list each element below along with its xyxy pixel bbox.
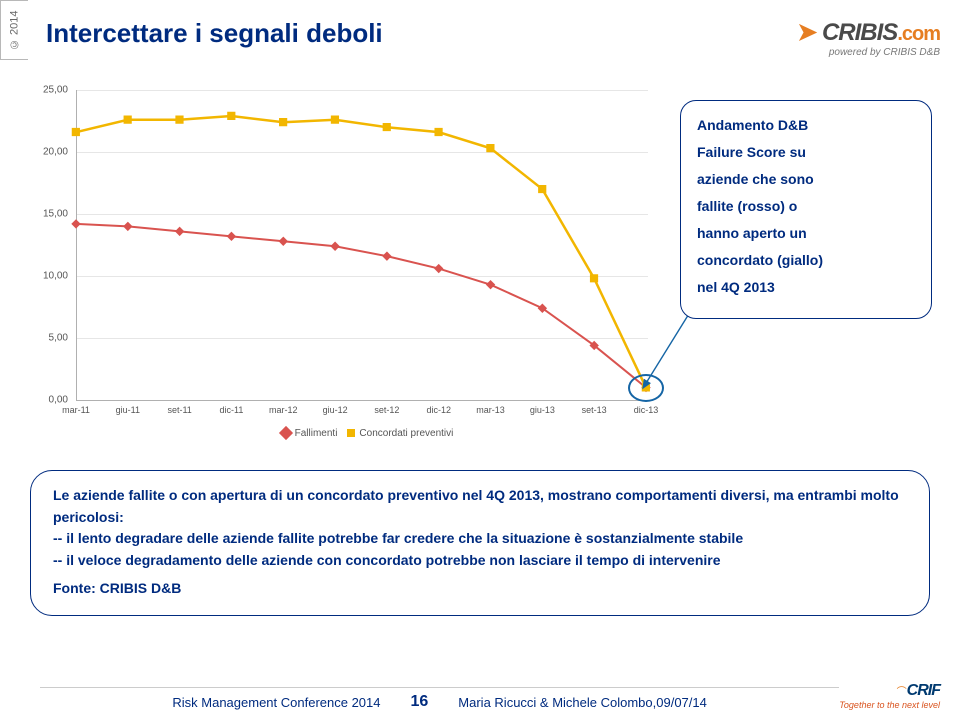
x-tick-label: dic-13 [634,405,659,415]
series-marker [331,242,339,250]
y-tick-label: 0,00 [34,395,68,406]
page-number: 16 [405,692,435,712]
x-tick-label: mar-12 [269,405,298,415]
series-marker [124,222,132,230]
copyright-tab: © 2014 [0,0,28,60]
series-marker [72,128,79,135]
legend-swatch-icon [347,429,355,437]
analysis-source: Fonte: CRIBIS D&B [53,578,907,600]
analysis-p3: -- il veloce degradamento delle aziende … [53,550,907,572]
series-marker [383,123,390,130]
swoosh-icon: ➤ [797,19,816,46]
series-marker [487,145,494,152]
x-tick-label: giu-11 [116,405,140,415]
series-marker [228,112,235,119]
analysis-p2: -- il lento degradare delle aziende fall… [53,528,907,550]
series-line-fallimenti [76,224,646,388]
footer: Risk Management Conference 2014 16 Maria… [40,681,940,712]
y-tick-label: 15,00 [34,209,68,220]
header: Intercettare i segnali deboli ➤ CRIBIS.c… [46,18,940,58]
series-marker [435,265,443,273]
series-marker [176,227,184,235]
x-tick-label: giu-13 [530,405,555,415]
analysis-p1: Le aziende fallite o con apertura di un … [53,485,907,528]
callout-box: Andamento D&B Failure Score su aziende che… [680,100,932,319]
x-tick-label: dic-12 [426,405,451,415]
brand-logo: ➤ CRIBIS.com powered by CRIBIS D&B [797,18,940,58]
callout-line: hanno aperto un [697,223,915,244]
legend-label: Concordati preventivi [359,428,453,439]
x-tick-label: dic-11 [220,405,244,415]
y-tick-label: 5,00 [34,333,68,344]
footer-tagline: Together to the next level [839,700,940,710]
brand-name-b: .com [897,23,940,45]
chart-legend: Fallimenti Concordati preventivi [76,428,648,439]
callout-line: Failure Score su [697,142,915,163]
series-marker [487,281,495,289]
callout-line: nel 4Q 2013 [697,277,915,298]
footer-left: Risk Management Conference 2014 [172,695,380,710]
callout-line: fallite (rosso) o [697,196,915,217]
legend-label: Fallimenti [295,428,338,439]
brand-subtitle: powered by CRIBIS D&B [797,47,940,58]
footer-logo: ⌒CRIF Together to the next level [839,681,940,712]
footer-logo-text: CRIF [907,682,940,699]
x-tick-label: mar-11 [62,405,90,415]
series-marker [279,237,287,245]
series-marker [331,116,338,123]
x-tick-label: giu-12 [323,405,348,415]
x-tick-label: set-11 [167,405,191,415]
x-tick-label: set-13 [582,405,607,415]
x-axis [76,400,646,401]
series-marker [383,252,391,260]
series-marker [435,128,442,135]
analysis-box: Le aziende fallite o con apertura di un … [30,470,930,616]
brand-name-a: CRIBIS [822,19,897,46]
y-tick-label: 25,00 [34,85,68,96]
callout-line: concordato (giallo) [697,250,915,271]
series-marker [642,384,649,391]
footer-swoosh-icon: ⌒ [897,687,907,698]
y-tick-label: 20,00 [34,147,68,158]
series-marker [227,232,235,240]
series-marker [539,185,546,192]
callout-line: Andamento D&B [697,115,915,136]
x-tick-label: set-12 [374,405,399,415]
series-marker [124,116,131,123]
failure-score-chart: 0,00 5,00 10,00 15,00 20,00 25,00 mar-11 giu-11… [36,80,656,440]
y-tick-label: 10,00 [34,271,68,282]
series-marker [176,116,183,123]
legend-swatch-icon [279,426,293,440]
footer-right: Maria Ricucci & Michele Colombo,09/07/14 [458,695,707,710]
callout-line: aziende che sono [697,169,915,190]
series-marker [280,118,287,125]
series-marker [590,275,597,282]
page-title: Intercettare i segnali deboli [46,18,383,49]
x-tick-label: mar-13 [476,405,505,415]
